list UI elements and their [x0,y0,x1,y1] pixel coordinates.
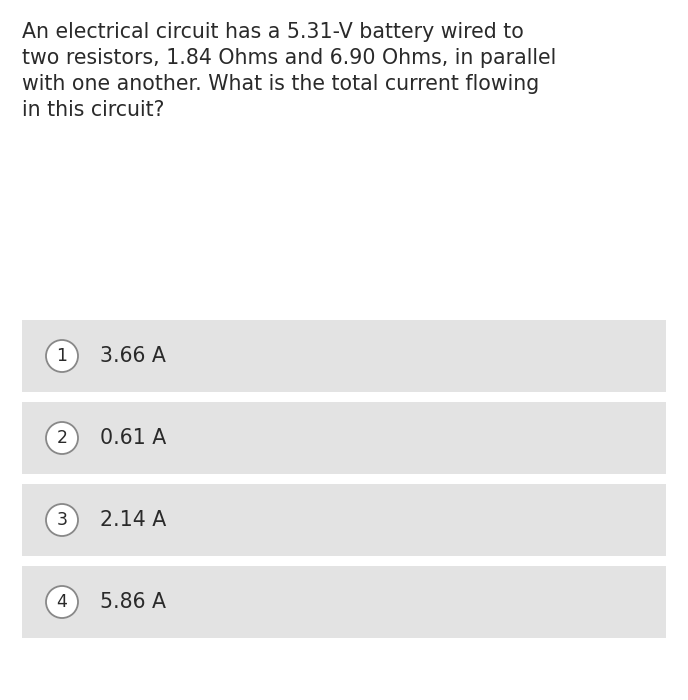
Text: in this circuit?: in this circuit? [22,100,164,120]
Text: 2: 2 [56,429,67,447]
Text: with one another. What is the total current flowing: with one another. What is the total curr… [22,74,539,94]
Circle shape [46,586,78,618]
Circle shape [46,504,78,536]
Circle shape [46,422,78,454]
Text: 2.14 A: 2.14 A [100,510,166,530]
FancyBboxPatch shape [22,484,666,556]
FancyBboxPatch shape [22,320,666,392]
Circle shape [46,340,78,372]
Text: 5.86 A: 5.86 A [100,592,166,612]
Text: 3: 3 [56,511,67,529]
Text: 1: 1 [56,347,67,365]
Text: 4: 4 [56,593,67,611]
Text: two resistors, 1.84 Ohms and 6.90 Ohms, in parallel: two resistors, 1.84 Ohms and 6.90 Ohms, … [22,48,557,68]
FancyBboxPatch shape [22,402,666,474]
FancyBboxPatch shape [22,566,666,638]
Text: 3.66 A: 3.66 A [100,346,166,366]
Text: 0.61 A: 0.61 A [100,428,166,448]
Text: An electrical circuit has a 5.31-V battery wired to: An electrical circuit has a 5.31-V batte… [22,22,524,42]
